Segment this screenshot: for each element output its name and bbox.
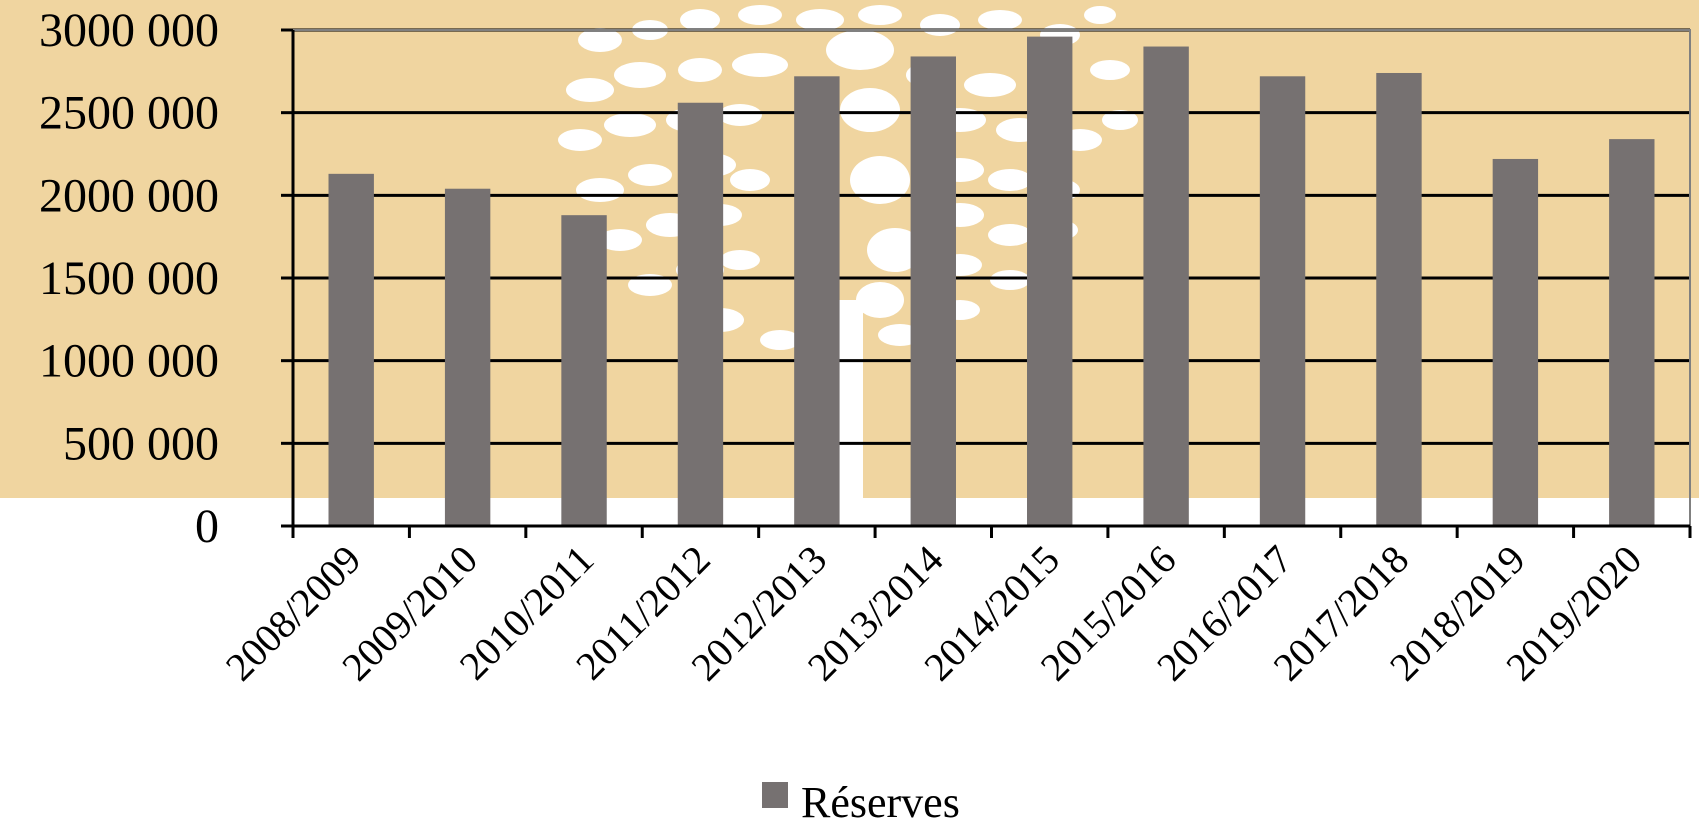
bar: [1492, 158, 1539, 526]
animal-silhouette-icon: [796, 9, 844, 31]
bar: [444, 188, 491, 526]
animal-silhouette-icon: [604, 113, 656, 137]
bar: [1259, 76, 1306, 526]
animal-silhouette-icon: [964, 73, 1016, 97]
bar: [910, 56, 956, 526]
animal-silhouette-icon: [1090, 60, 1130, 80]
animal-silhouette-icon: [867, 228, 923, 272]
bar: [1143, 46, 1189, 527]
animal-silhouette-icon: [566, 78, 614, 102]
animal-silhouette-icon: [826, 30, 894, 70]
animal-silhouette-icon: [988, 169, 1032, 191]
y-tick-label: 3000 000: [39, 4, 219, 57]
y-tick-label: 1500 000: [39, 252, 219, 305]
animal-silhouette-icon: [840, 88, 900, 132]
animal-silhouette-icon: [990, 270, 1030, 290]
animal-silhouette-icon: [978, 10, 1022, 30]
animal-silhouette-icon: [678, 58, 722, 82]
bar: [1609, 139, 1655, 526]
animal-silhouette-icon: [614, 62, 666, 88]
y-tick-label: 2500 000: [39, 87, 219, 140]
y-tick-label: 1000 000: [39, 335, 219, 388]
animal-silhouette-icon: [576, 178, 624, 202]
animal-silhouette-icon: [718, 104, 762, 126]
bar: [1027, 36, 1073, 526]
animal-silhouette-icon: [598, 229, 642, 251]
bar: [677, 102, 724, 526]
animal-silhouette-icon: [988, 224, 1032, 246]
y-tick-label: 0: [195, 500, 219, 553]
bar: [561, 215, 607, 526]
animal-silhouette-icon: [558, 129, 602, 151]
animal-silhouette-icon: [578, 28, 622, 52]
y-tick-label: 2000 000: [39, 169, 219, 222]
animal-silhouette-icon: [628, 164, 672, 186]
bar: [1376, 72, 1422, 526]
tree-trunk: [839, 300, 863, 500]
legend-swatch: [762, 782, 788, 808]
animal-silhouette-icon: [730, 169, 770, 191]
legend: Réserves: [762, 778, 960, 821]
bar: [328, 173, 374, 526]
animal-silhouette-icon: [856, 282, 904, 318]
animal-silhouette-icon: [920, 14, 960, 36]
axes: [281, 28, 1692, 538]
animal-silhouette-icon: [738, 5, 782, 25]
legend-label: Réserves: [801, 778, 960, 821]
animal-silhouette-icon: [680, 9, 720, 31]
animal-silhouette-icon: [732, 53, 788, 77]
bar: [794, 76, 840, 526]
y-axis-tick-labels: 0 500 000 1000 000 1500 000 2000 000 2500 000…: [39, 4, 219, 553]
animal-silhouette-icon: [720, 250, 760, 270]
x-axis-tick-labels: 2008/20092009/20102010/20112011/20122012…: [217, 537, 1650, 690]
animal-silhouette-icon: [1084, 6, 1116, 24]
animal-silhouette-icon: [850, 156, 910, 204]
bars: [328, 36, 1655, 527]
animal-silhouette-icon: [760, 330, 800, 350]
y-tick-label: 500 000: [63, 417, 219, 470]
animal-silhouette-icon: [858, 5, 902, 25]
animal-silhouette-icon: [1102, 110, 1138, 130]
